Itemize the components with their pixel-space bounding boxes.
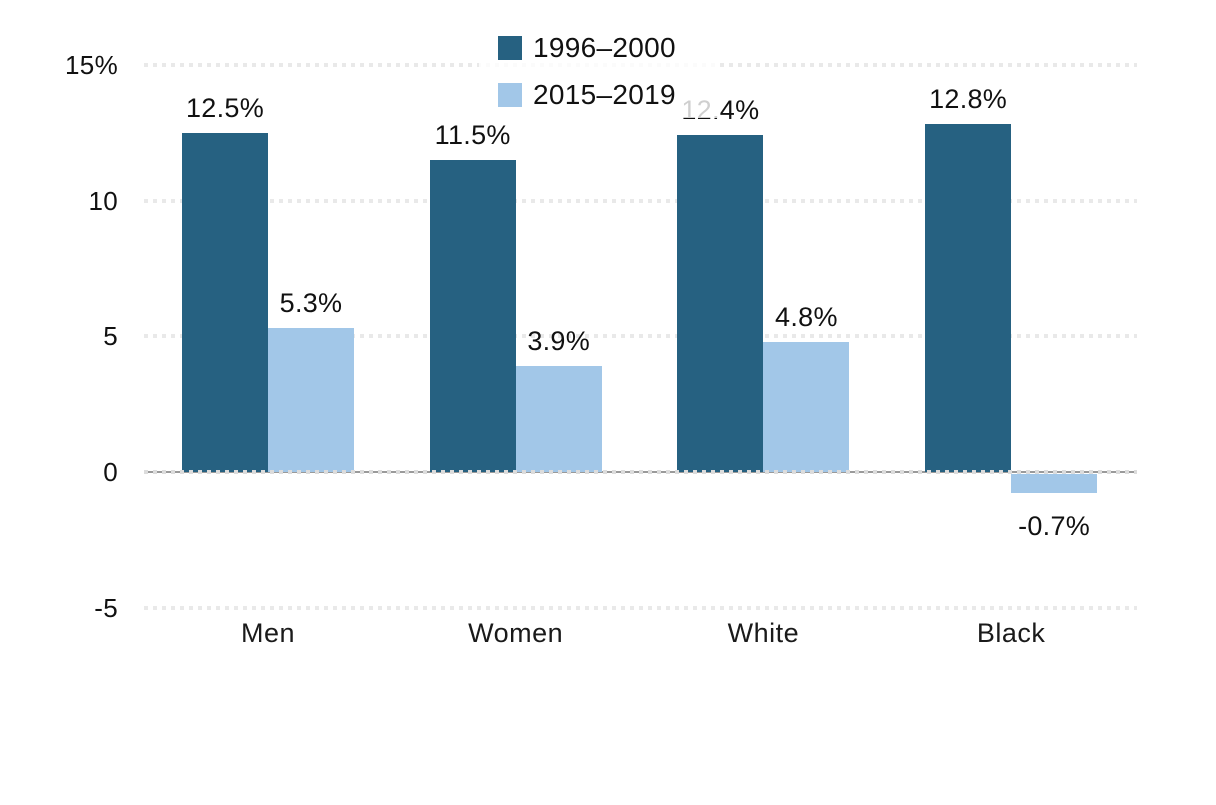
bar-1996-2000-white — [677, 135, 764, 472]
x-axis-label-men: Men — [240, 618, 296, 648]
x-axis-label-women: Women — [468, 618, 564, 648]
bar-value-label-2015-2019-men: 5.3% — [279, 288, 343, 319]
legend-swatch-2015-2019 — [498, 82, 522, 107]
y-tick-label-5: -5 — [94, 592, 118, 623]
gridline-5 — [144, 334, 1137, 339]
y-tick-label-0: 0 — [103, 457, 118, 487]
legend-label-2015-2019: 2015–2019 — [533, 78, 676, 110]
bar-value-label-2015-2019-black: -0.7% — [1018, 511, 1091, 541]
legend-label-1996-2000: 1996–2000 — [533, 31, 676, 63]
bar-value-label-1996-2000-black: 12.8% — [929, 84, 1008, 115]
bar-2015-2019-women — [515, 366, 602, 472]
legend: 1996–2000 2015–2019 — [479, 24, 717, 118]
bar-1996-2000-black — [925, 124, 1012, 472]
legend-swatch-1996-2000 — [498, 35, 522, 60]
bar-value-label-1996-2000-men: 12.5% — [185, 92, 265, 123]
bar-2015-2019-white — [763, 341, 850, 472]
y-tick-label-5: 5 — [103, 321, 118, 352]
x-axis-label-white: White — [727, 618, 800, 648]
bar-value-label-1996-2000-women: 11.5% — [434, 119, 511, 150]
legend-item-2015-2019: 2015–2019 — [498, 71, 717, 118]
y-tick-label-10: 10 — [88, 185, 118, 216]
bar-value-label-2015-2019-white: 4.8% — [775, 301, 838, 332]
bar-value-label-2015-2019-women: 3.9% — [527, 326, 591, 357]
x-axis-label-black: Black — [976, 618, 1046, 648]
gridline-10 — [144, 198, 1137, 203]
bar-2015-2019-men — [268, 328, 354, 472]
gridline--5 — [144, 605, 1137, 610]
y-tick-label-15: 15% — [65, 49, 118, 80]
gridline-0-overlay — [144, 470, 1137, 474]
bar-2015-2019-black — [1011, 474, 1098, 493]
bar-1996-2000-women — [429, 159, 516, 472]
bar-1996-2000-men — [182, 132, 268, 472]
legend-item-1996-2000: 1996–2000 — [498, 24, 717, 71]
